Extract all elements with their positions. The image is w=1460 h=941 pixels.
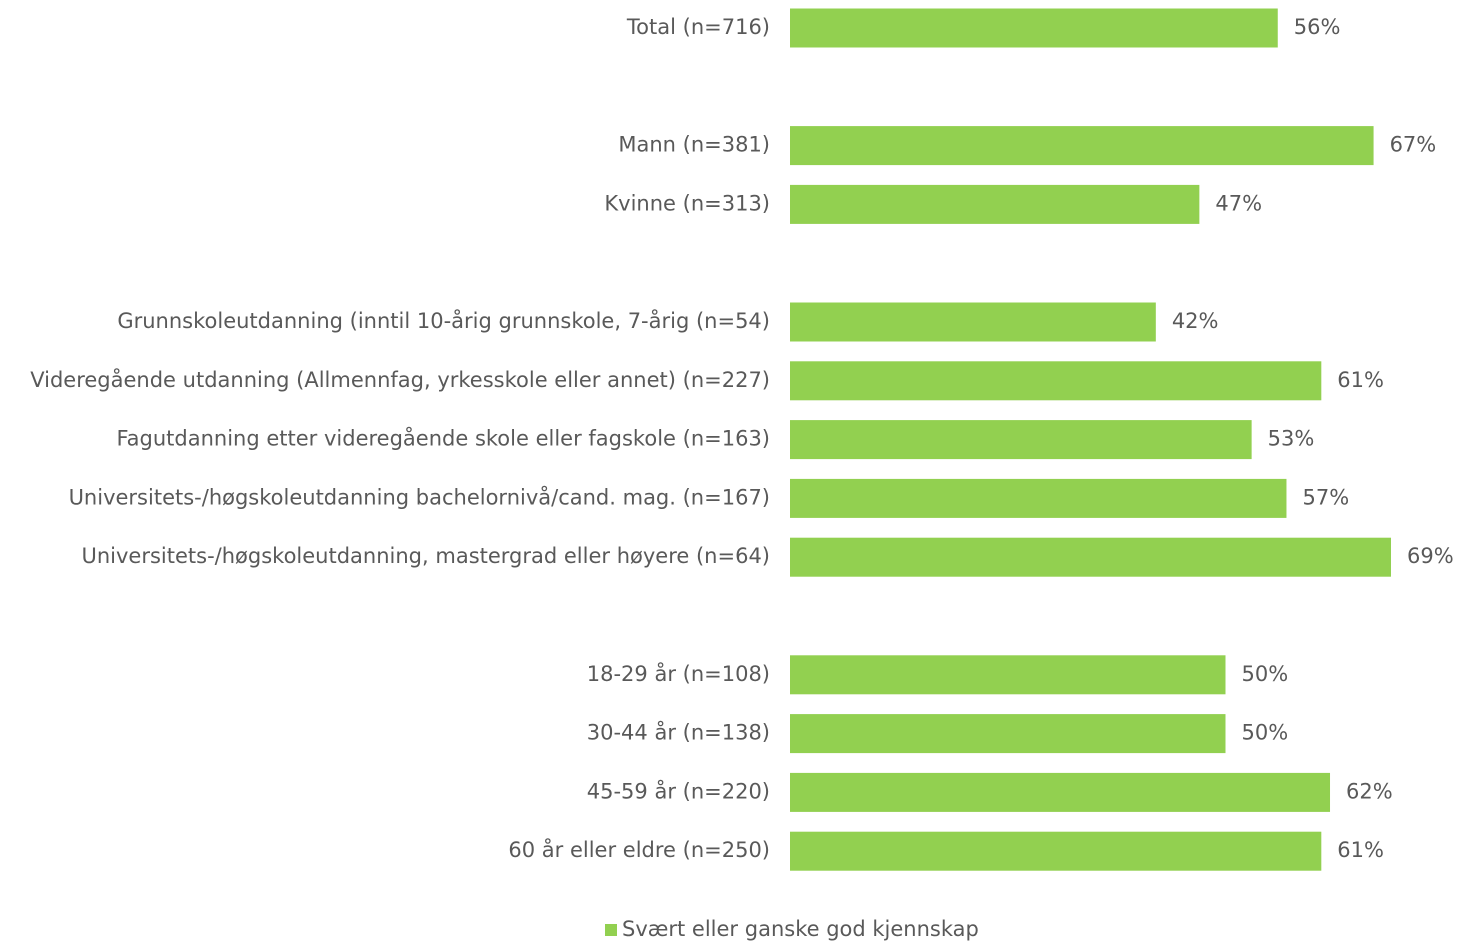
category-label: Universitets-/høgskoleutdanning, masterg… <box>81 544 770 568</box>
value-label: 42% <box>1172 309 1219 333</box>
category-label: Mann (n=381) <box>618 133 770 157</box>
bar <box>790 478 1287 518</box>
category-label: Universitets-/høgskoleutdanning bachelor… <box>69 484 770 509</box>
bar <box>790 184 1200 224</box>
value-label: 62% <box>1346 779 1393 803</box>
value-label: 47% <box>1215 191 1262 215</box>
value-label: 57% <box>1302 485 1349 509</box>
legend-label: Svært eller ganske god kjennskap <box>622 917 979 941</box>
bar <box>790 126 1374 166</box>
category-label: Videregående utdanning (Allmennfag, yrke… <box>30 367 770 392</box>
bar <box>790 302 1156 342</box>
value-label: 50% <box>1242 721 1289 745</box>
category-label: Total (n=716) <box>626 15 770 39</box>
category-label: 18-29 år (n=108) <box>587 661 770 686</box>
bar <box>790 714 1226 754</box>
bar <box>790 655 1226 695</box>
bar <box>790 831 1322 871</box>
value-label: 53% <box>1268 427 1315 451</box>
value-label: 61% <box>1337 838 1384 862</box>
category-label: 30-44 år (n=138) <box>587 720 770 745</box>
category-label: 60 år eller eldre (n=250) <box>508 837 770 862</box>
bar <box>790 361 1322 401</box>
value-label: 56% <box>1294 15 1341 39</box>
value-label: 61% <box>1337 368 1384 392</box>
bar <box>790 8 1278 48</box>
legend-swatch <box>605 924 617 936</box>
category-label: 45-59 år (n=220) <box>587 778 770 803</box>
category-label: Fagutdanning etter videregående skole el… <box>117 426 770 451</box>
bar <box>790 772 1331 812</box>
category-label: Grunnskoleutdanning (inntil 10-årig grun… <box>117 308 770 333</box>
category-label: Kvinne (n=313) <box>604 191 770 215</box>
value-label: 67% <box>1390 133 1437 157</box>
value-label: 69% <box>1407 544 1454 568</box>
bar <box>790 420 1252 460</box>
value-label: 50% <box>1242 662 1289 686</box>
bar <box>790 537 1391 577</box>
